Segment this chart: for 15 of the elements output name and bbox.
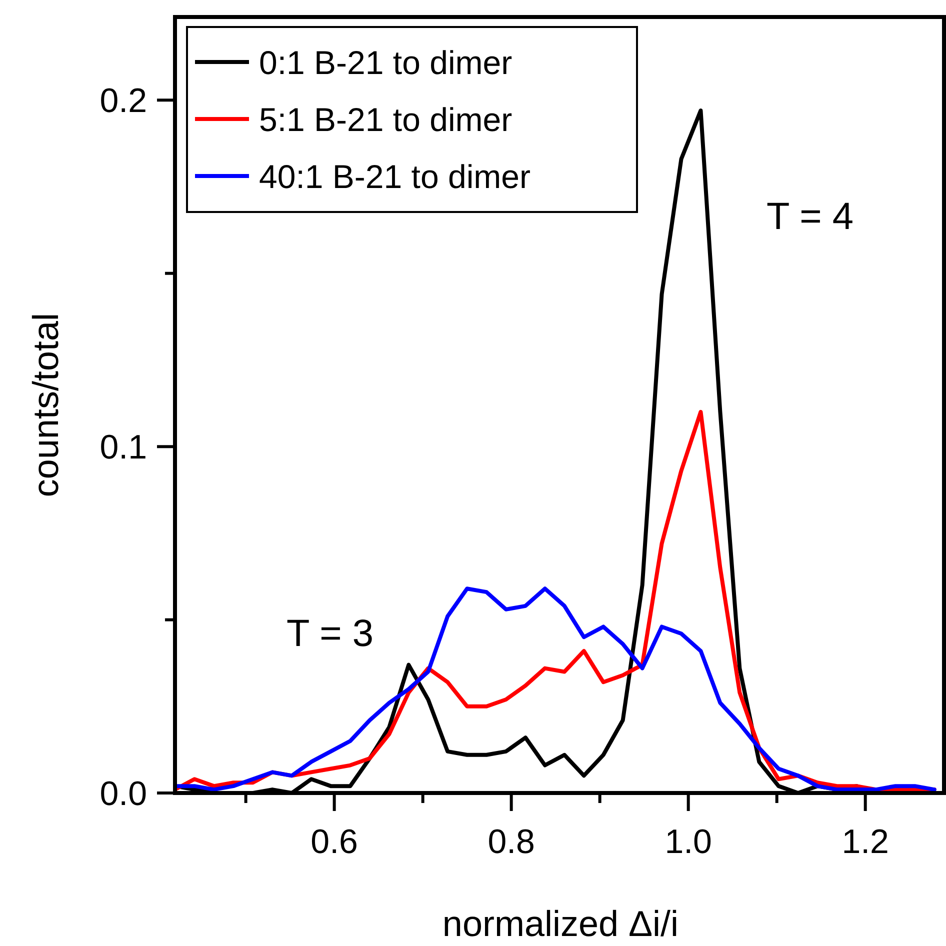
y-tick-label: 0.0 bbox=[100, 775, 147, 813]
legend-label: 5:1 B-21 to dimer bbox=[259, 101, 512, 138]
x-tick-label: 0.6 bbox=[310, 823, 358, 861]
x-tick-label: 0.8 bbox=[488, 823, 535, 861]
legend-label: 0:1 B-21 to dimer bbox=[259, 44, 512, 81]
x-tick-label: 1.0 bbox=[664, 823, 712, 861]
x-tick-label: 1.2 bbox=[842, 823, 889, 861]
annotation: T = 3 bbox=[286, 613, 374, 655]
y-tick-label: 0.1 bbox=[100, 428, 147, 467]
annotation: T = 4 bbox=[766, 196, 854, 238]
line-series bbox=[175, 586, 936, 792]
x-axis-title: normalized Δi/i bbox=[442, 903, 679, 944]
y-tick-label: 0.2 bbox=[100, 82, 147, 120]
y-axis-title: counts/total bbox=[25, 312, 66, 498]
legend-label: 40:1 B-21 to dimer bbox=[259, 158, 530, 195]
